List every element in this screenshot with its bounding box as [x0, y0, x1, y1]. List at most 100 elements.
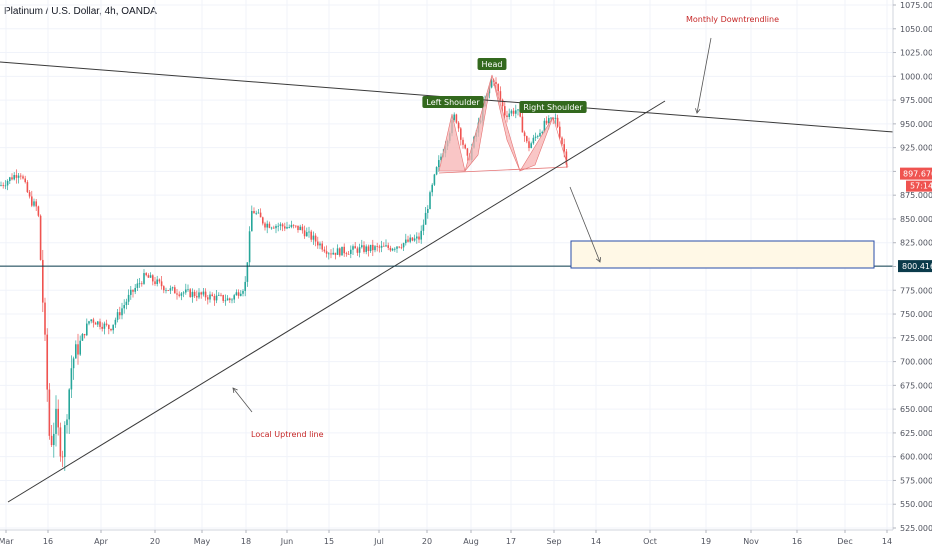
y-tick-label: 625.000 — [900, 429, 932, 438]
candle-body — [72, 358, 75, 369]
candle-body — [26, 182, 29, 193]
candle-body — [81, 334, 84, 341]
candle-body — [332, 252, 334, 255]
candle-body — [110, 328, 112, 331]
candle-body — [6, 181, 9, 186]
candle-body — [156, 279, 158, 285]
candle-body — [171, 287, 174, 289]
candle-body — [17, 175, 20, 178]
candle-body — [372, 244, 374, 251]
y-tick-label: 1050.000 — [900, 25, 932, 34]
candle-body — [50, 435, 53, 446]
candle-body — [380, 245, 383, 248]
candle-body — [281, 224, 284, 227]
candle-body — [213, 296, 216, 301]
candle-body — [528, 141, 530, 149]
candle-body — [303, 230, 306, 237]
candle-body — [28, 192, 31, 197]
candle-body — [11, 177, 13, 180]
candle-body — [453, 114, 455, 120]
candle-body — [330, 253, 332, 255]
candle-body — [314, 235, 317, 242]
candle-body — [185, 289, 187, 293]
candle-body — [0, 185, 2, 186]
target-zone — [570, 240, 875, 269]
y-tick-label: 1075.000 — [900, 1, 932, 10]
price-axis[interactable]: 1075.000 1050.000 1025.000 1000.000 975.000 9… — [892, 0, 932, 550]
candle-body — [508, 113, 510, 117]
candle-body — [424, 212, 427, 225]
candle-body — [231, 299, 233, 301]
candle-body — [455, 114, 458, 123]
candle-body — [462, 139, 464, 145]
candle-body — [275, 225, 277, 229]
candle-body — [99, 321, 101, 327]
candle-body — [86, 323, 88, 336]
x-tick-label: 14 — [882, 537, 892, 546]
overlays: Left Shoulder Head Right Shoulder Monthly D… — [0, 15, 932, 503]
candle-body — [229, 298, 231, 301]
candle-body — [48, 389, 51, 436]
candle-body — [160, 281, 163, 287]
candle-body — [435, 167, 438, 175]
candle-body — [457, 122, 460, 129]
candle-body — [244, 281, 246, 291]
candle-body — [398, 246, 400, 248]
candle-body — [499, 91, 502, 100]
candle-body — [178, 294, 180, 296]
candle-body — [308, 231, 310, 233]
candle-body — [35, 201, 37, 207]
left-shoulder-label — [422, 96, 484, 108]
candle-body — [526, 136, 528, 142]
candle-body — [255, 212, 257, 214]
candle-body — [112, 324, 114, 331]
candle-body — [506, 115, 508, 117]
candle-body — [556, 117, 559, 127]
candle-body — [200, 292, 202, 295]
candle-body — [264, 223, 266, 228]
candle-body — [235, 292, 238, 296]
candle-body — [79, 340, 81, 355]
x-tick-label: Nov — [743, 537, 759, 546]
candle-body — [33, 201, 35, 206]
candle-body — [273, 227, 275, 229]
y-tick-label: 875.000 — [900, 191, 932, 200]
candle-body — [198, 292, 200, 298]
candle-body — [224, 300, 227, 302]
candle-body — [233, 295, 235, 300]
candle-body — [290, 224, 293, 228]
candle-body — [416, 236, 418, 239]
candle-body — [251, 211, 253, 232]
candle-body — [550, 117, 552, 119]
x-tick-label: May — [194, 537, 211, 546]
candle-body — [141, 283, 143, 285]
time-axis[interactable]: Mar 16 Apr 20 May 18 Jun 15 Jul 20 Aug 17 Sep 14 Oct 19… — [0, 529, 893, 546]
candle-body — [438, 160, 440, 168]
candle-body — [295, 225, 297, 227]
candle-body — [420, 230, 422, 240]
x-tick-label: 17 — [506, 537, 516, 546]
candle-body — [123, 305, 125, 309]
target-arrow-head — [595, 256, 601, 263]
right-shoulder-label — [519, 101, 587, 113]
x-tick-label: 14 — [591, 537, 601, 546]
candle-body — [383, 245, 385, 247]
candle-body — [64, 425, 66, 457]
candle-body — [548, 118, 550, 124]
candle-body — [15, 175, 18, 178]
candle-body — [515, 110, 517, 114]
candle-body — [389, 247, 392, 251]
candle-body — [561, 137, 563, 145]
local-uptrend-line — [7, 100, 666, 503]
candle-body — [226, 298, 229, 301]
candle-body — [24, 178, 26, 183]
candle-body — [466, 148, 469, 156]
candle-body — [114, 319, 117, 325]
candle-body — [9, 177, 11, 182]
candle-body — [407, 239, 409, 242]
candle-body — [204, 291, 207, 298]
candle-body — [66, 419, 68, 426]
candle-body — [310, 231, 312, 240]
candle-body — [253, 211, 255, 214]
